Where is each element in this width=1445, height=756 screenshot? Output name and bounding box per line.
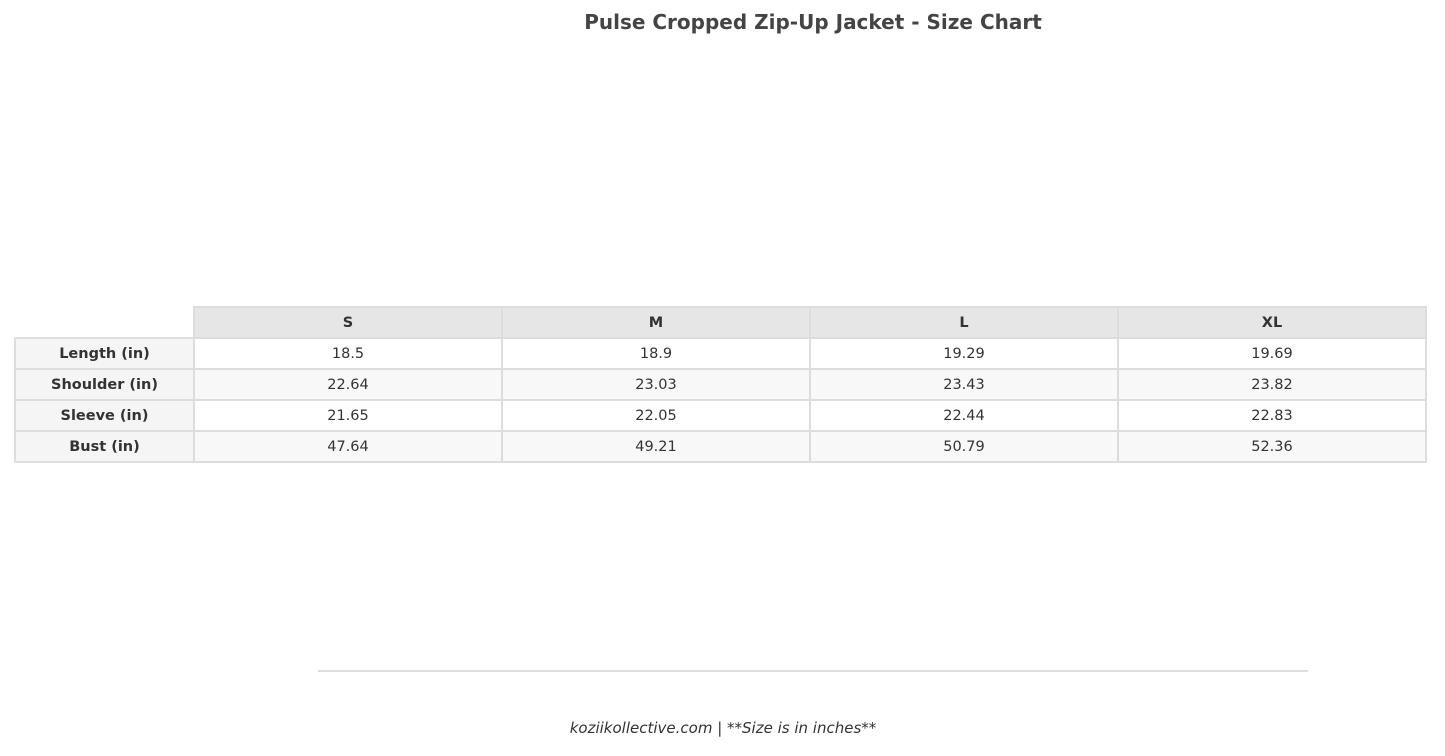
column-header-s: S	[193, 306, 503, 339]
table-row: Shoulder (in) 22.64 23.03 23.43 23.82	[14, 368, 1427, 401]
table-cell: 50.79	[809, 430, 1119, 463]
table-cell: 49.21	[501, 430, 811, 463]
table-cell: 19.29	[809, 337, 1119, 370]
table-cell: 21.65	[193, 399, 503, 432]
row-header: Bust (in)	[14, 430, 195, 463]
table-cell: 22.64	[193, 368, 503, 401]
row-header: Shoulder (in)	[14, 368, 195, 401]
row-header: Sleeve (in)	[14, 399, 195, 432]
table-cell: 18.9	[501, 337, 811, 370]
column-header-l: L	[809, 306, 1119, 339]
footer-note: koziikollective.com | **Size is in inche…	[569, 719, 877, 737]
table-cell: 47.64	[193, 430, 503, 463]
table-cell: 52.36	[1117, 430, 1427, 463]
table-cell: 22.05	[501, 399, 811, 432]
table-cell: 23.43	[809, 368, 1119, 401]
table-cell: 22.44	[809, 399, 1119, 432]
table-cell: 19.69	[1117, 337, 1427, 370]
table-cell: 22.83	[1117, 399, 1427, 432]
table-cell: 23.03	[501, 368, 811, 401]
chart-title: Pulse Cropped Zip-Up Jacket - Size Chart	[584, 10, 1042, 34]
table-cell: 23.82	[1117, 368, 1427, 401]
footer-divider	[318, 670, 1308, 672]
column-header-m: M	[501, 306, 811, 339]
table-cell: 18.5	[193, 337, 503, 370]
row-header: Length (in)	[14, 337, 195, 370]
table-row: Sleeve (in) 21.65 22.05 22.44 22.83	[14, 399, 1427, 432]
table-row: Length (in) 18.5 18.9 19.29 19.69	[14, 337, 1427, 370]
table-row: Bust (in) 47.64 49.21 50.79 52.36	[14, 430, 1427, 463]
column-header-xl: XL	[1117, 306, 1427, 339]
corner-cell	[15, 307, 195, 339]
size-table: S M L XL Length (in) 18.5 18.9 19.29 19.…	[14, 306, 1427, 463]
header-row: S M L XL	[15, 306, 1427, 339]
